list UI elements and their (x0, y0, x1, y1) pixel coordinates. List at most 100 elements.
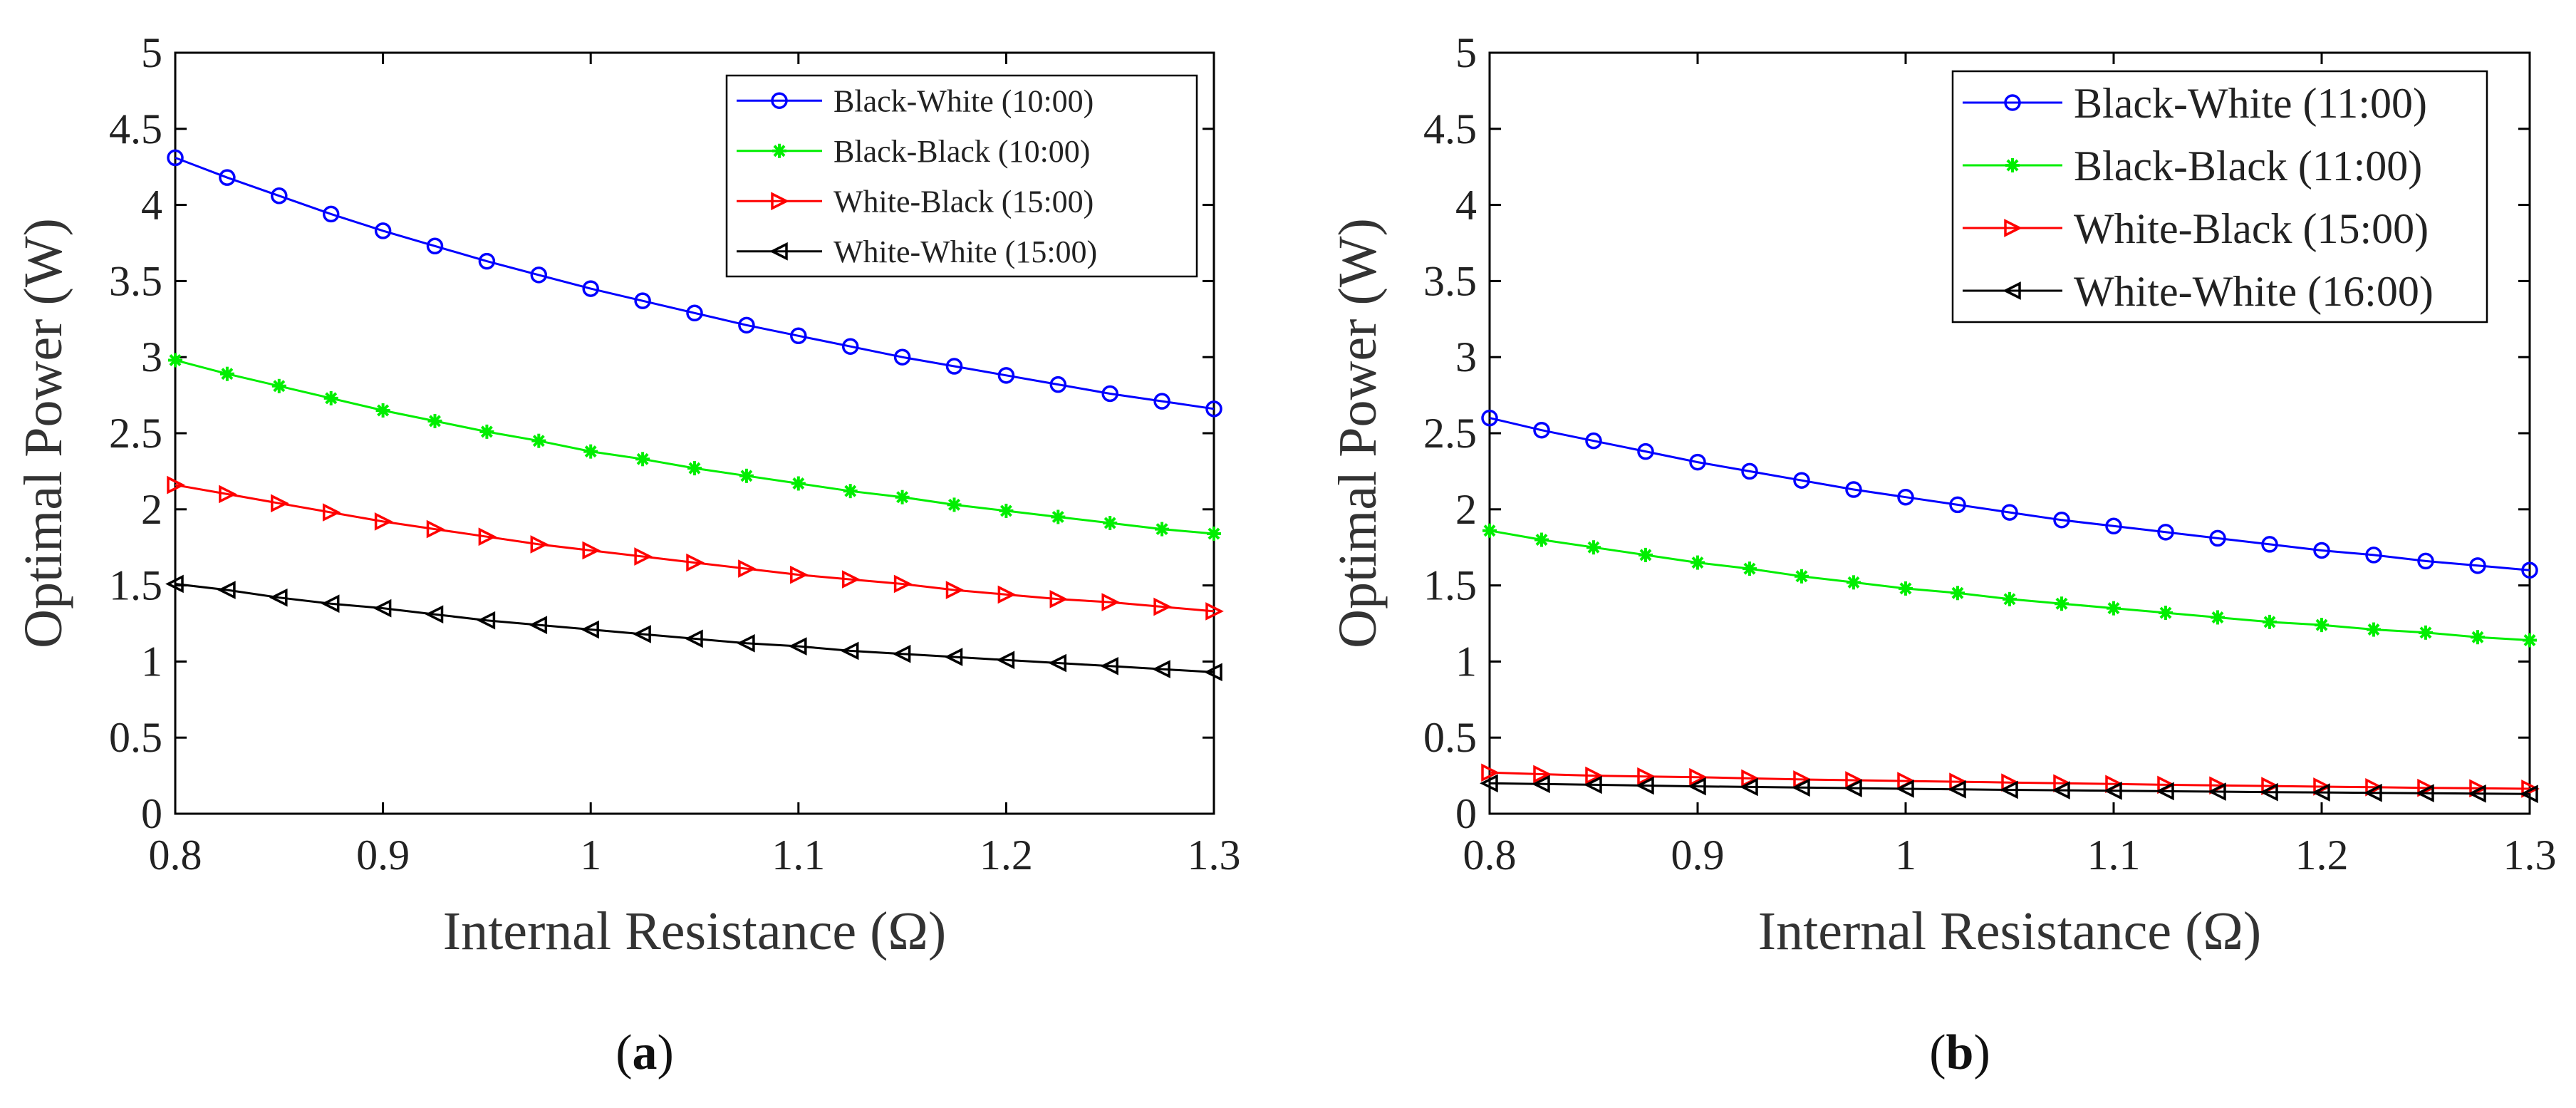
data-point (1585, 432, 1602, 450)
data-point (269, 588, 288, 607)
x-tick-label: 1.2 (980, 832, 1033, 879)
legend: Black-White (10:00) Black-Black (10:00) Wh… (725, 74, 1198, 278)
x-tick-label: 0.9 (356, 832, 410, 879)
data-point (1897, 488, 1914, 506)
data-point (736, 633, 755, 653)
data-point (1153, 597, 1173, 616)
data-point (841, 338, 859, 355)
legend-label: Black-Black (11:00) (2074, 143, 2422, 190)
legend-box (1951, 70, 2488, 323)
data-point (1688, 777, 1706, 796)
data-point (2419, 625, 2433, 640)
data-point (479, 424, 494, 439)
data-point (1586, 540, 1601, 555)
data-point (2105, 517, 2122, 535)
data-point (1205, 400, 1222, 418)
data-point (322, 503, 341, 522)
legend-label: Black-Black (10:00) (833, 134, 1090, 169)
data-point (1481, 409, 1498, 427)
series-line (1489, 771, 2530, 790)
series-black-white-10-00 (167, 149, 1222, 418)
data-point (1949, 496, 1966, 514)
legend-item: White-Black (15:00) (737, 185, 1094, 219)
data-point (1153, 393, 1170, 410)
data-point (843, 484, 858, 499)
legend-label: White-Black (15:00) (833, 185, 1094, 219)
series-black-white-11-00 (1481, 409, 2538, 579)
data-point (2000, 780, 2018, 799)
legend-item: White-White (15:00) (737, 234, 1097, 269)
data-point (477, 611, 496, 630)
chart-panel-b: 0 0.5 1 1.5 2 2.5 3 3.5 4 4.5 5 0.8 0.9 1 1.1 1.2 1.3 Int… (1328, 29, 2557, 1080)
data-point (321, 594, 340, 613)
data-point (167, 475, 185, 495)
data-point (1480, 774, 1498, 793)
data-point (788, 637, 807, 656)
x-tick-label: 1.1 (2087, 832, 2141, 879)
data-point (1847, 575, 1861, 590)
chart-panel-a: 0 0.5 1 1.5 2 2.5 3 3.5 4 4.5 5 0.8 0.9 1 1.1 1.2 1.3 Int… (14, 29, 1241, 1080)
panel-label: (a) (616, 1025, 674, 1080)
x-axis-label: Internal Resistance (Ω) (443, 901, 946, 961)
y-tick-label: 3 (1455, 333, 1477, 380)
data-point (790, 565, 809, 584)
y-tick-label: 2 (1455, 486, 1477, 533)
data-point (997, 585, 1017, 604)
data-point (1844, 779, 1862, 797)
data-point (2209, 529, 2226, 547)
data-point (271, 187, 288, 204)
data-point (2156, 782, 2174, 801)
y-tick-label: 0 (141, 790, 162, 837)
y-tick-label: 5 (141, 29, 162, 76)
data-point (1103, 516, 1118, 531)
legend-label: White-White (16:00) (2074, 268, 2434, 315)
data-point (1743, 561, 1757, 576)
series-black-black-11-00 (1482, 523, 2537, 648)
legend-item: Black-Black (10:00) (737, 134, 1090, 169)
x-tick-label: 1.3 (1188, 832, 1241, 879)
y-tick-label: 4 (141, 182, 162, 229)
data-point (1795, 569, 1809, 584)
data-point (2107, 601, 2121, 616)
y-tick-label: 0.5 (109, 714, 162, 761)
panel-label-letter: b (1946, 1025, 1974, 1080)
y-tick-label: 2.5 (1423, 410, 1477, 457)
data-point (1100, 656, 1118, 675)
data-point (1101, 593, 1121, 611)
data-point (1155, 522, 1170, 537)
data-point (1690, 555, 1705, 570)
y-tick-label: 0.5 (1423, 714, 1477, 761)
legend-marker (2004, 94, 2021, 111)
legend-item: White-Black (15:00) (1963, 205, 2429, 252)
y-tick-label: 2 (141, 486, 162, 533)
y-tick-label: 3.5 (1423, 257, 1477, 304)
data-point (2416, 784, 2434, 802)
data-point (1689, 767, 1708, 787)
legend: Black-White (11:00) Black-Black (11:00) Wh… (1951, 70, 2488, 323)
data-point (1792, 778, 1810, 797)
series-line (175, 156, 1215, 410)
data-point (1481, 763, 1500, 782)
data-point (323, 390, 338, 405)
data-point (738, 559, 757, 578)
data-point (529, 616, 548, 634)
data-point (945, 581, 965, 599)
data-point (2001, 504, 2018, 521)
data-point (738, 316, 755, 334)
data-point (167, 149, 184, 167)
data-point (1741, 769, 1760, 788)
y-tick-label: 3 (141, 333, 162, 380)
data-point (530, 535, 549, 554)
legend-label: White-White (15:00) (833, 234, 1097, 269)
legend-item: Black-White (10:00) (737, 84, 1094, 119)
data-point (2367, 622, 2381, 637)
data-point (1152, 660, 1170, 678)
data-point (1482, 523, 1497, 538)
data-point (2365, 778, 2384, 797)
panel-label-letter: a (633, 1025, 658, 1080)
y-tick-label: 4 (1455, 182, 1477, 229)
y-tick-label: 3.5 (109, 257, 162, 304)
data-point (2055, 596, 2069, 611)
data-point (1049, 589, 1069, 609)
data-point (686, 553, 705, 572)
